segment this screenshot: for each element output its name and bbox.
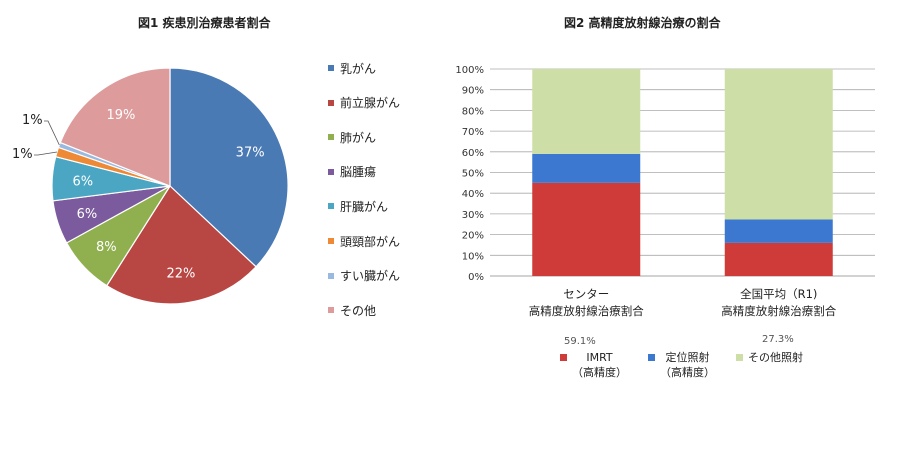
legend-item: すい臓がん [328, 268, 400, 284]
legend-label: 乳がん [340, 61, 377, 76]
annotation-national: 27.3% [762, 334, 794, 345]
legend-item: その他照射 [736, 350, 803, 365]
y-tick-label: 80% [462, 106, 484, 117]
y-tick-label: 100% [455, 65, 484, 76]
y-tick-label: 20% [462, 231, 484, 242]
y-tick-label: 10% [462, 251, 484, 262]
pie-slice [169, 67, 289, 268]
pie-leader-line [34, 151, 58, 156]
y-tick-label: 70% [462, 127, 484, 138]
legend-swatch [328, 65, 334, 71]
legend-swatch [328, 203, 334, 210]
legend-swatch [328, 238, 334, 244]
legend-item: その他 [328, 302, 376, 318]
bar-segment [724, 69, 833, 220]
legend-swatch [328, 134, 334, 141]
y-tick-label: 50% [462, 169, 484, 180]
legend-item: 脳腫瘍 [328, 164, 376, 180]
bar-chart: 0% 10% 20% 30% 40% 50% 60% 70% 80% 90% 100% [455, 65, 875, 283]
y-tick-label: 40% [462, 189, 484, 200]
y-tick-label: 90% [462, 86, 484, 97]
pie-data-label: 6% [77, 207, 98, 222]
legend-swatch [560, 354, 567, 361]
legend-label: IMRT （高精度） [572, 351, 627, 379]
legend-swatch [328, 168, 334, 175]
pie-data-label: 22% [166, 267, 195, 282]
chart-title: 図2 高精度放射線治療の割合 [564, 16, 721, 30]
legend-item: IMRT （高精度） [560, 350, 627, 380]
legend-label: 前立腺がん [340, 96, 401, 111]
pie-data-label: 1% [12, 147, 33, 162]
legend-label: 頭頸部がん [340, 234, 401, 249]
pie-leader-line [44, 120, 60, 146]
legend-item: 頭頸部がん [328, 233, 400, 249]
legend-label: 肺がん [340, 130, 377, 145]
legend-swatch [328, 307, 334, 314]
annotation-center: 59.1% [564, 336, 596, 347]
legend-label: その他 [340, 303, 377, 318]
legend-swatch [328, 99, 334, 106]
legend-item: 肝臓がん [328, 198, 388, 214]
bar-segment [532, 153, 641, 183]
legend-item: 肺がん [328, 129, 376, 145]
legend-label: 脳腫瘍 [340, 165, 377, 180]
pie-slice [59, 67, 171, 187]
pie-data-label: 37% [236, 145, 265, 160]
x-tick-label: 全国平均（R1) 高精度放射線治療割合 [721, 287, 837, 318]
pie-data-label: 1% [22, 113, 43, 128]
legend-item: 乳がん [328, 60, 376, 76]
x-tick-label: センター 高精度放射線治療割合 [528, 287, 644, 318]
legend-item: 前立腺がん [328, 95, 400, 111]
pie-slice [105, 185, 257, 305]
pie-chart: 37% 22% 8% 6% 6% 1% 1% 19% [12, 67, 289, 305]
pie-data-label: 19% [106, 108, 135, 123]
figure-2: 図2 高精度放射線治療の割合 0% 10% 20% 30% 40% 50% 60% 70% 80… [440, 0, 904, 458]
pie-data-label: 6% [73, 175, 94, 190]
y-tick-label: 60% [462, 148, 484, 159]
legend-label: すい臓がん [340, 269, 401, 284]
y-tick-label: 0% [468, 272, 484, 283]
figure-1: 図1 疾患別治療患者割合 37% 22% 8% 6% 6% 1% 1% 19% 乳がん前立腺が… [0, 0, 440, 458]
legend-swatch [648, 354, 655, 361]
chart-title: 図1 疾患別治療患者割合 [138, 16, 271, 30]
legend-swatch [328, 272, 334, 279]
legend-swatch [736, 354, 743, 361]
bar-segment [724, 219, 833, 243]
legend-item: 定位照射 （高精度） [648, 350, 715, 380]
y-tick-label: 30% [462, 210, 484, 221]
pie-data-label: 8% [96, 240, 117, 255]
bar-segment [532, 182, 641, 276]
legend-label: 肝臓がん [340, 199, 389, 214]
legend-label: その他照射 [748, 351, 803, 364]
legend-label: 定位照射 （高精度） [660, 351, 715, 379]
bar-segment [724, 242, 833, 276]
bar-segment [532, 69, 641, 154]
